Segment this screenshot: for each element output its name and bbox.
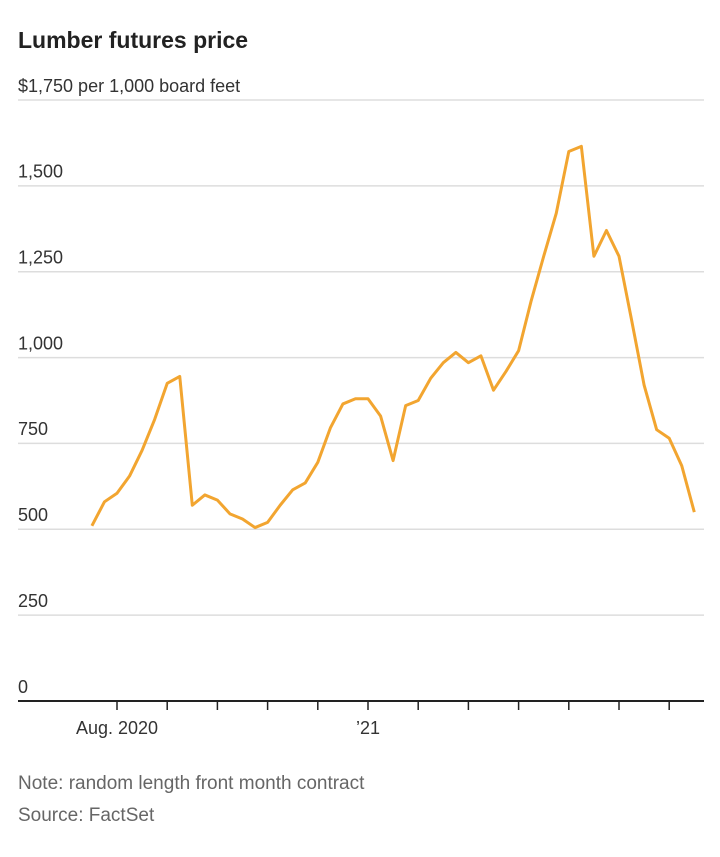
- y-tick-label: 1,500: [18, 162, 63, 182]
- y-tick-label: 250: [18, 591, 48, 611]
- y-tick-label: 750: [18, 419, 48, 439]
- y-tick-label: 1,000: [18, 333, 63, 353]
- y-tick-label: 0: [18, 677, 28, 697]
- x-tick-label: Aug. 2020: [76, 718, 158, 738]
- y-tick-label: 500: [18, 505, 48, 525]
- chart-source: Source: FactSet: [18, 805, 155, 826]
- chart-note: Note: random length front month contract: [18, 773, 365, 794]
- y-tick-label: 1,250: [18, 247, 63, 267]
- y-tick-label: $1,750 per 1,000 board feet: [18, 76, 240, 96]
- price-line: [90, 144, 696, 530]
- chart-title: Lumber futures price: [18, 27, 248, 53]
- x-tick-label: ’21: [356, 718, 380, 738]
